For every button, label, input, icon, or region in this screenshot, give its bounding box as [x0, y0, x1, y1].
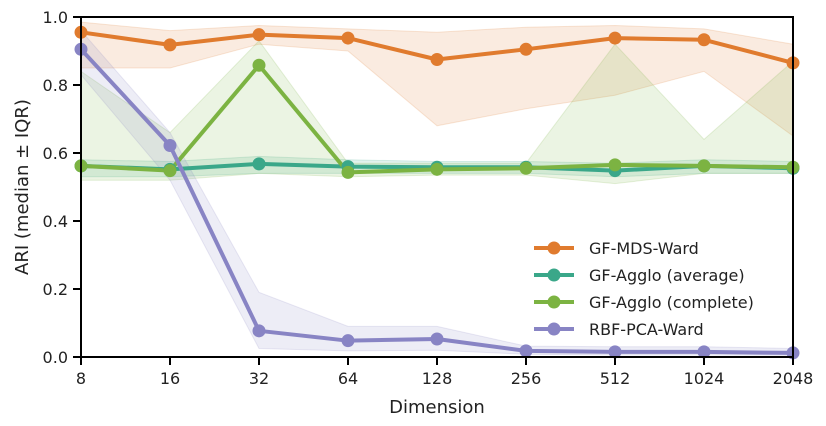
legend-marker-gf-agglo-average	[547, 268, 561, 282]
y-tick-label: 0.8	[43, 76, 68, 95]
x-tick-label: 32	[249, 369, 269, 388]
y-tick-label: 0.4	[43, 212, 68, 231]
x-tick-label: 128	[422, 369, 453, 388]
legend-marker-rbf-pca-ward	[547, 322, 561, 336]
x-tick-label: 256	[511, 369, 542, 388]
x-tick-label: 16	[160, 369, 180, 388]
data-point-gf-mds-ward	[697, 33, 711, 47]
data-point-gf-mds-ward	[163, 38, 177, 52]
data-point-gf-agglo-complete	[608, 158, 622, 172]
data-point-rbf-pca-ward	[608, 345, 622, 359]
x-tick-label: 64	[338, 369, 358, 388]
data-point-rbf-pca-ward	[341, 334, 355, 348]
x-tick-label: 512	[600, 369, 631, 388]
data-point-gf-agglo-complete	[519, 161, 533, 175]
y-tick-label: 0.0	[43, 348, 68, 367]
data-point-rbf-pca-ward	[430, 332, 444, 346]
x-tick-label: 1024	[684, 369, 725, 388]
legend-label-rbf-pca-ward: RBF-PCA-Ward	[589, 320, 704, 339]
data-point-gf-agglo-average	[252, 157, 266, 171]
legend-label-gf-agglo-complete: GF-Agglo (complete)	[589, 293, 754, 312]
y-axis-label: ARI (median ± IQR)	[12, 99, 33, 275]
data-point-rbf-pca-ward	[519, 344, 533, 358]
data-point-gf-agglo-complete	[697, 159, 711, 173]
series-markers	[74, 25, 800, 360]
legend-label-gf-agglo-average: GF-Agglo (average)	[589, 266, 745, 285]
legend-marker-gf-agglo-complete	[547, 295, 561, 309]
y-tick-label: 0.6	[43, 144, 68, 163]
data-point-gf-mds-ward	[519, 42, 533, 56]
y-tick-label: 1.0	[43, 8, 68, 27]
data-point-rbf-pca-ward	[697, 345, 711, 359]
legend: GF-MDS-Ward GF-Agglo (average) GF-Agglo (c…	[534, 239, 754, 339]
data-point-gf-mds-ward	[341, 31, 355, 45]
x-tick-label: 8	[76, 369, 86, 388]
legend-label-gf-mds-ward: GF-MDS-Ward	[589, 239, 699, 258]
data-point-gf-agglo-complete	[252, 58, 266, 72]
data-point-gf-agglo-complete	[163, 164, 177, 178]
axes: 8 16 32 64 128 256 512 1024 2048 0.0 0.2 0.4 0.6 0.8 1…	[43, 8, 814, 388]
data-point-gf-agglo-complete	[341, 165, 355, 179]
data-point-rbf-pca-ward	[163, 139, 177, 153]
y-tick-label: 0.2	[43, 280, 68, 299]
x-axis-label: Dimension	[389, 397, 485, 418]
data-point-gf-mds-ward	[430, 53, 444, 66]
legend-marker-gf-mds-ward	[547, 241, 561, 255]
x-tick-label: 2048	[773, 369, 814, 388]
data-point-rbf-pca-ward	[252, 324, 266, 338]
data-point-gf-agglo-complete	[430, 162, 444, 176]
data-point-gf-mds-ward	[252, 28, 266, 42]
data-point-gf-mds-ward	[608, 31, 622, 45]
